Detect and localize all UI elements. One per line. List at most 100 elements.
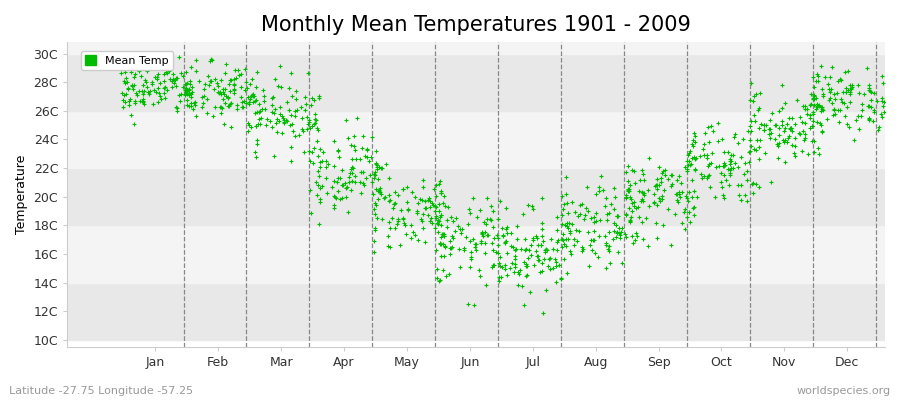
Point bbox=[169, 75, 184, 81]
Point bbox=[803, 112, 817, 119]
Point bbox=[406, 229, 420, 236]
Point bbox=[632, 188, 646, 194]
Point bbox=[508, 261, 522, 268]
Point bbox=[592, 217, 607, 223]
Point bbox=[714, 179, 728, 185]
Point bbox=[328, 195, 343, 201]
Point bbox=[400, 184, 414, 190]
Point bbox=[559, 236, 573, 243]
Point bbox=[122, 102, 136, 108]
Point bbox=[346, 170, 360, 176]
Point bbox=[487, 262, 501, 268]
Point bbox=[699, 175, 714, 182]
Point bbox=[227, 87, 241, 93]
Point bbox=[479, 282, 493, 288]
Point bbox=[228, 90, 242, 97]
Point bbox=[625, 208, 639, 214]
Point bbox=[495, 225, 509, 232]
Point bbox=[524, 252, 538, 258]
Point bbox=[840, 121, 854, 127]
Point bbox=[810, 104, 824, 110]
Point bbox=[242, 122, 256, 128]
Point bbox=[136, 96, 150, 102]
Point bbox=[507, 244, 521, 250]
Point bbox=[379, 160, 393, 167]
Point bbox=[179, 81, 194, 88]
Point bbox=[700, 154, 715, 161]
Point bbox=[806, 102, 821, 108]
Point bbox=[507, 269, 521, 275]
Point bbox=[724, 152, 738, 158]
Point bbox=[697, 152, 711, 158]
Point bbox=[851, 90, 866, 96]
Point bbox=[728, 160, 742, 166]
Point bbox=[248, 110, 262, 116]
Point bbox=[366, 206, 381, 212]
Point bbox=[611, 249, 625, 255]
Point bbox=[554, 274, 568, 281]
Point bbox=[241, 128, 256, 134]
Point bbox=[172, 92, 186, 98]
Point bbox=[266, 94, 280, 101]
Point bbox=[123, 112, 138, 118]
Point bbox=[679, 226, 693, 232]
Point bbox=[743, 137, 758, 143]
Point bbox=[661, 206, 675, 212]
Point bbox=[207, 85, 221, 92]
Point bbox=[430, 217, 445, 224]
Bar bbox=[68, 111, 885, 168]
Point bbox=[433, 178, 447, 184]
Point bbox=[717, 149, 732, 155]
Point bbox=[876, 80, 890, 87]
Point bbox=[434, 212, 448, 219]
Point bbox=[125, 82, 140, 88]
Point bbox=[185, 106, 200, 113]
Point bbox=[449, 214, 464, 221]
Point bbox=[555, 212, 570, 218]
Point bbox=[587, 237, 601, 243]
Point bbox=[721, 148, 735, 155]
Point bbox=[772, 125, 787, 131]
Point bbox=[788, 120, 802, 127]
Point bbox=[394, 207, 409, 213]
Point bbox=[172, 54, 186, 60]
Point bbox=[800, 106, 814, 113]
Point bbox=[800, 111, 814, 117]
Point bbox=[620, 188, 634, 194]
Point bbox=[847, 137, 861, 144]
Point bbox=[719, 177, 733, 183]
Point bbox=[251, 116, 266, 122]
Point bbox=[299, 100, 313, 107]
Point bbox=[842, 68, 856, 74]
Point bbox=[701, 172, 716, 178]
Point bbox=[444, 245, 458, 251]
Point bbox=[688, 167, 702, 174]
Point bbox=[697, 141, 711, 147]
Point bbox=[390, 221, 404, 227]
Point bbox=[239, 79, 254, 85]
Point bbox=[763, 134, 778, 141]
Point bbox=[850, 82, 865, 88]
Point bbox=[860, 65, 874, 72]
Point bbox=[486, 262, 500, 268]
Point bbox=[378, 194, 392, 200]
Point bbox=[680, 198, 695, 204]
Point bbox=[183, 80, 197, 87]
Point bbox=[725, 164, 740, 171]
Point bbox=[356, 180, 370, 187]
Point bbox=[208, 103, 222, 110]
Point bbox=[214, 77, 229, 84]
Point bbox=[866, 118, 880, 124]
Point bbox=[245, 92, 259, 98]
Point bbox=[508, 246, 523, 253]
Point bbox=[320, 161, 335, 168]
Point bbox=[864, 89, 878, 96]
Point bbox=[308, 110, 322, 117]
Point bbox=[128, 98, 142, 104]
Point bbox=[423, 204, 437, 210]
Point bbox=[315, 149, 329, 156]
Point bbox=[824, 100, 839, 106]
Point bbox=[121, 86, 135, 93]
Point bbox=[634, 218, 649, 225]
Point bbox=[258, 106, 273, 112]
